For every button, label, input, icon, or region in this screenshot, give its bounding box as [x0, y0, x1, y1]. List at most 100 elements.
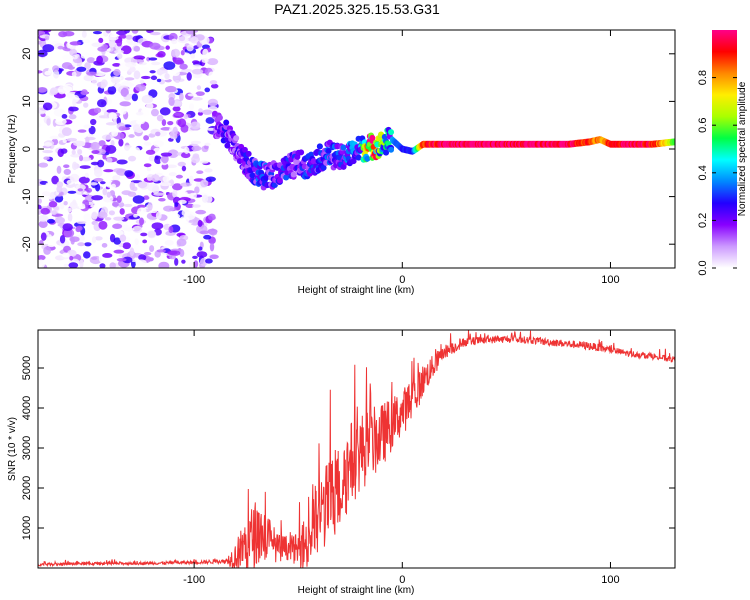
spectrogram-noise-blob: [97, 46, 108, 52]
spectrogram-noise-blob: [133, 45, 141, 52]
spectrogram-noise-blob: [199, 230, 209, 235]
spectrogram-noise-blob: [38, 204, 42, 211]
spectrogram-noise-blob: [91, 77, 100, 85]
spectrogram-noise-blob: [193, 260, 199, 268]
spectrogram-noise-blob: [151, 61, 161, 66]
spectrogram-noise-blob: [63, 201, 68, 206]
spectrogram-noise-blob: [196, 170, 204, 174]
spectrogram-noise-blob: [61, 113, 68, 119]
snr-y-label: SNR (10 * v/v): [7, 417, 18, 481]
spectrogram-noise-blob: [197, 219, 203, 227]
spectrogram-noise-blob: [134, 238, 139, 245]
spectrogram-noise-blob: [113, 237, 122, 245]
spectrogram-noise-blob: [86, 57, 96, 64]
spectrogram-noise-blob: [135, 111, 144, 116]
spectrogram-noise-blob: [128, 155, 137, 162]
spectrogram-noise-blob: [42, 150, 54, 154]
spectrogram-noise-blob: [206, 58, 219, 66]
spectrogram-noise-blob: [144, 86, 153, 90]
spectrogram-noise-blob: [146, 56, 151, 62]
spectrogram-noise-blob: [175, 174, 183, 179]
spectrogram-noise-blob: [63, 228, 75, 238]
spectrogram-noise-blob: [106, 157, 113, 163]
spectrogram-noise-blob: [38, 259, 45, 268]
spectrogram-noise-blob: [195, 209, 207, 215]
spectrogram-ridge-cell: [340, 144, 347, 151]
chart-title: PAZ1.2025.325.15.53.G31: [274, 1, 440, 17]
snr-x-label: Height of straight line (km): [298, 585, 415, 596]
spectrogram-noise-blob: [116, 159, 128, 165]
spectrogram-noise-blob: [164, 239, 174, 246]
spectrogram-noise-blob: [91, 195, 104, 201]
spectrogram-noise-blob: [38, 86, 48, 93]
spectrogram-ridge-cell: [672, 138, 675, 146]
spectrogram-noise-blob: [89, 182, 98, 186]
spectrogram-noise-blob: [141, 75, 151, 80]
spectrogram-noise-blob: [71, 161, 78, 171]
spectrogram-noise-blob: [176, 238, 187, 247]
spectrogram-noise-blob: [209, 80, 218, 85]
spectrogram-noise-blob: [91, 211, 98, 220]
spectrogram-noise-blob: [91, 236, 97, 244]
spectrogram-noise-blob: [52, 65, 60, 72]
spectrogram-noise-blob: [146, 167, 152, 172]
spectrogram-noise-blob: [100, 67, 112, 73]
spectrogram-noise-blob: [187, 93, 198, 97]
spectrogram-noise-blob: [118, 34, 127, 39]
spectrogram-noise-blob: [204, 87, 211, 93]
spectrogram-noise-blob: [186, 44, 194, 52]
spectrogram-noise-blob: [61, 127, 72, 136]
spectrogram-noise-blob: [61, 62, 73, 70]
spectrogram-noise-blob: [94, 236, 103, 241]
spectrogram-noise-blob: [57, 68, 64, 72]
spectrogram-noise-blob: [158, 198, 166, 202]
y-tick-label: -10: [21, 189, 33, 205]
spectrogram-noise-blob: [106, 109, 118, 114]
spectrogram-noise-blob: [156, 78, 162, 83]
spectrogram-noise-blob: [167, 121, 174, 126]
spectrogram-noise-blob: [149, 70, 156, 74]
x-tick-label: -100: [183, 574, 205, 586]
spectrogram-noise-blob: [192, 60, 200, 65]
spectrogram-noise-blob: [116, 257, 127, 262]
spectrogram-noise-blob: [91, 149, 100, 154]
spectrogram-noise-blob: [63, 168, 71, 176]
y-tick-label: 4000: [21, 396, 33, 420]
spectrogram-noise-blob: [45, 182, 54, 187]
spectrogram-ridge-cell: [325, 147, 332, 154]
spectrogram-noise-blob: [160, 127, 172, 131]
spectrogram-noise-blob: [179, 63, 188, 70]
spectrogram-noise-blob: [69, 201, 78, 210]
spectrogram-noise-blob: [69, 41, 82, 46]
spectrogram-noise-blob: [132, 195, 145, 204]
spectrogram-noise-blob: [73, 140, 86, 147]
spectrogram-noise-blob: [100, 79, 108, 88]
spectrogram-noise-blob: [165, 85, 177, 93]
spectrogram-noise-blob: [172, 189, 178, 198]
spectrogram-noise-blob: [174, 258, 179, 266]
spectrogram-noise-blob: [89, 255, 102, 265]
spectrogram-noise-blob: [78, 155, 84, 162]
spectrogram-noise-blob: [138, 254, 147, 261]
spectrogram-noise-blob: [140, 232, 148, 237]
spectrogram-noise-blob: [161, 119, 167, 126]
spectrogram-noise-blob: [84, 172, 89, 178]
spectrogram-noise-blob: [120, 87, 129, 97]
x-tick-label: 0: [399, 274, 405, 286]
spectrogram-noise-blob: [80, 90, 89, 96]
spectrogram-y-ticks: -20 -10 0 10 20: [21, 48, 675, 252]
spectrogram-y-label: Frequency (Hz): [7, 115, 18, 184]
spectrogram-noise-blob: [119, 101, 131, 107]
spectrogram-noise-blob: [86, 71, 97, 76]
spectrogram-noise-blob: [191, 68, 204, 75]
spectrogram-noise-blob: [133, 244, 140, 253]
spectrogram-noise-blob: [79, 165, 91, 169]
spectrogram-noise-blob: [131, 30, 139, 34]
spectrogram-noise-blob: [203, 234, 212, 240]
spectrogram-noise-blob: [135, 119, 145, 125]
colorbar-label: Normalized spectral amplitude: [737, 81, 748, 216]
spectrogram-noise-blob: [99, 181, 106, 185]
spectrogram-noise-blob: [109, 262, 116, 268]
spectrogram-noise-blob: [173, 57, 184, 65]
